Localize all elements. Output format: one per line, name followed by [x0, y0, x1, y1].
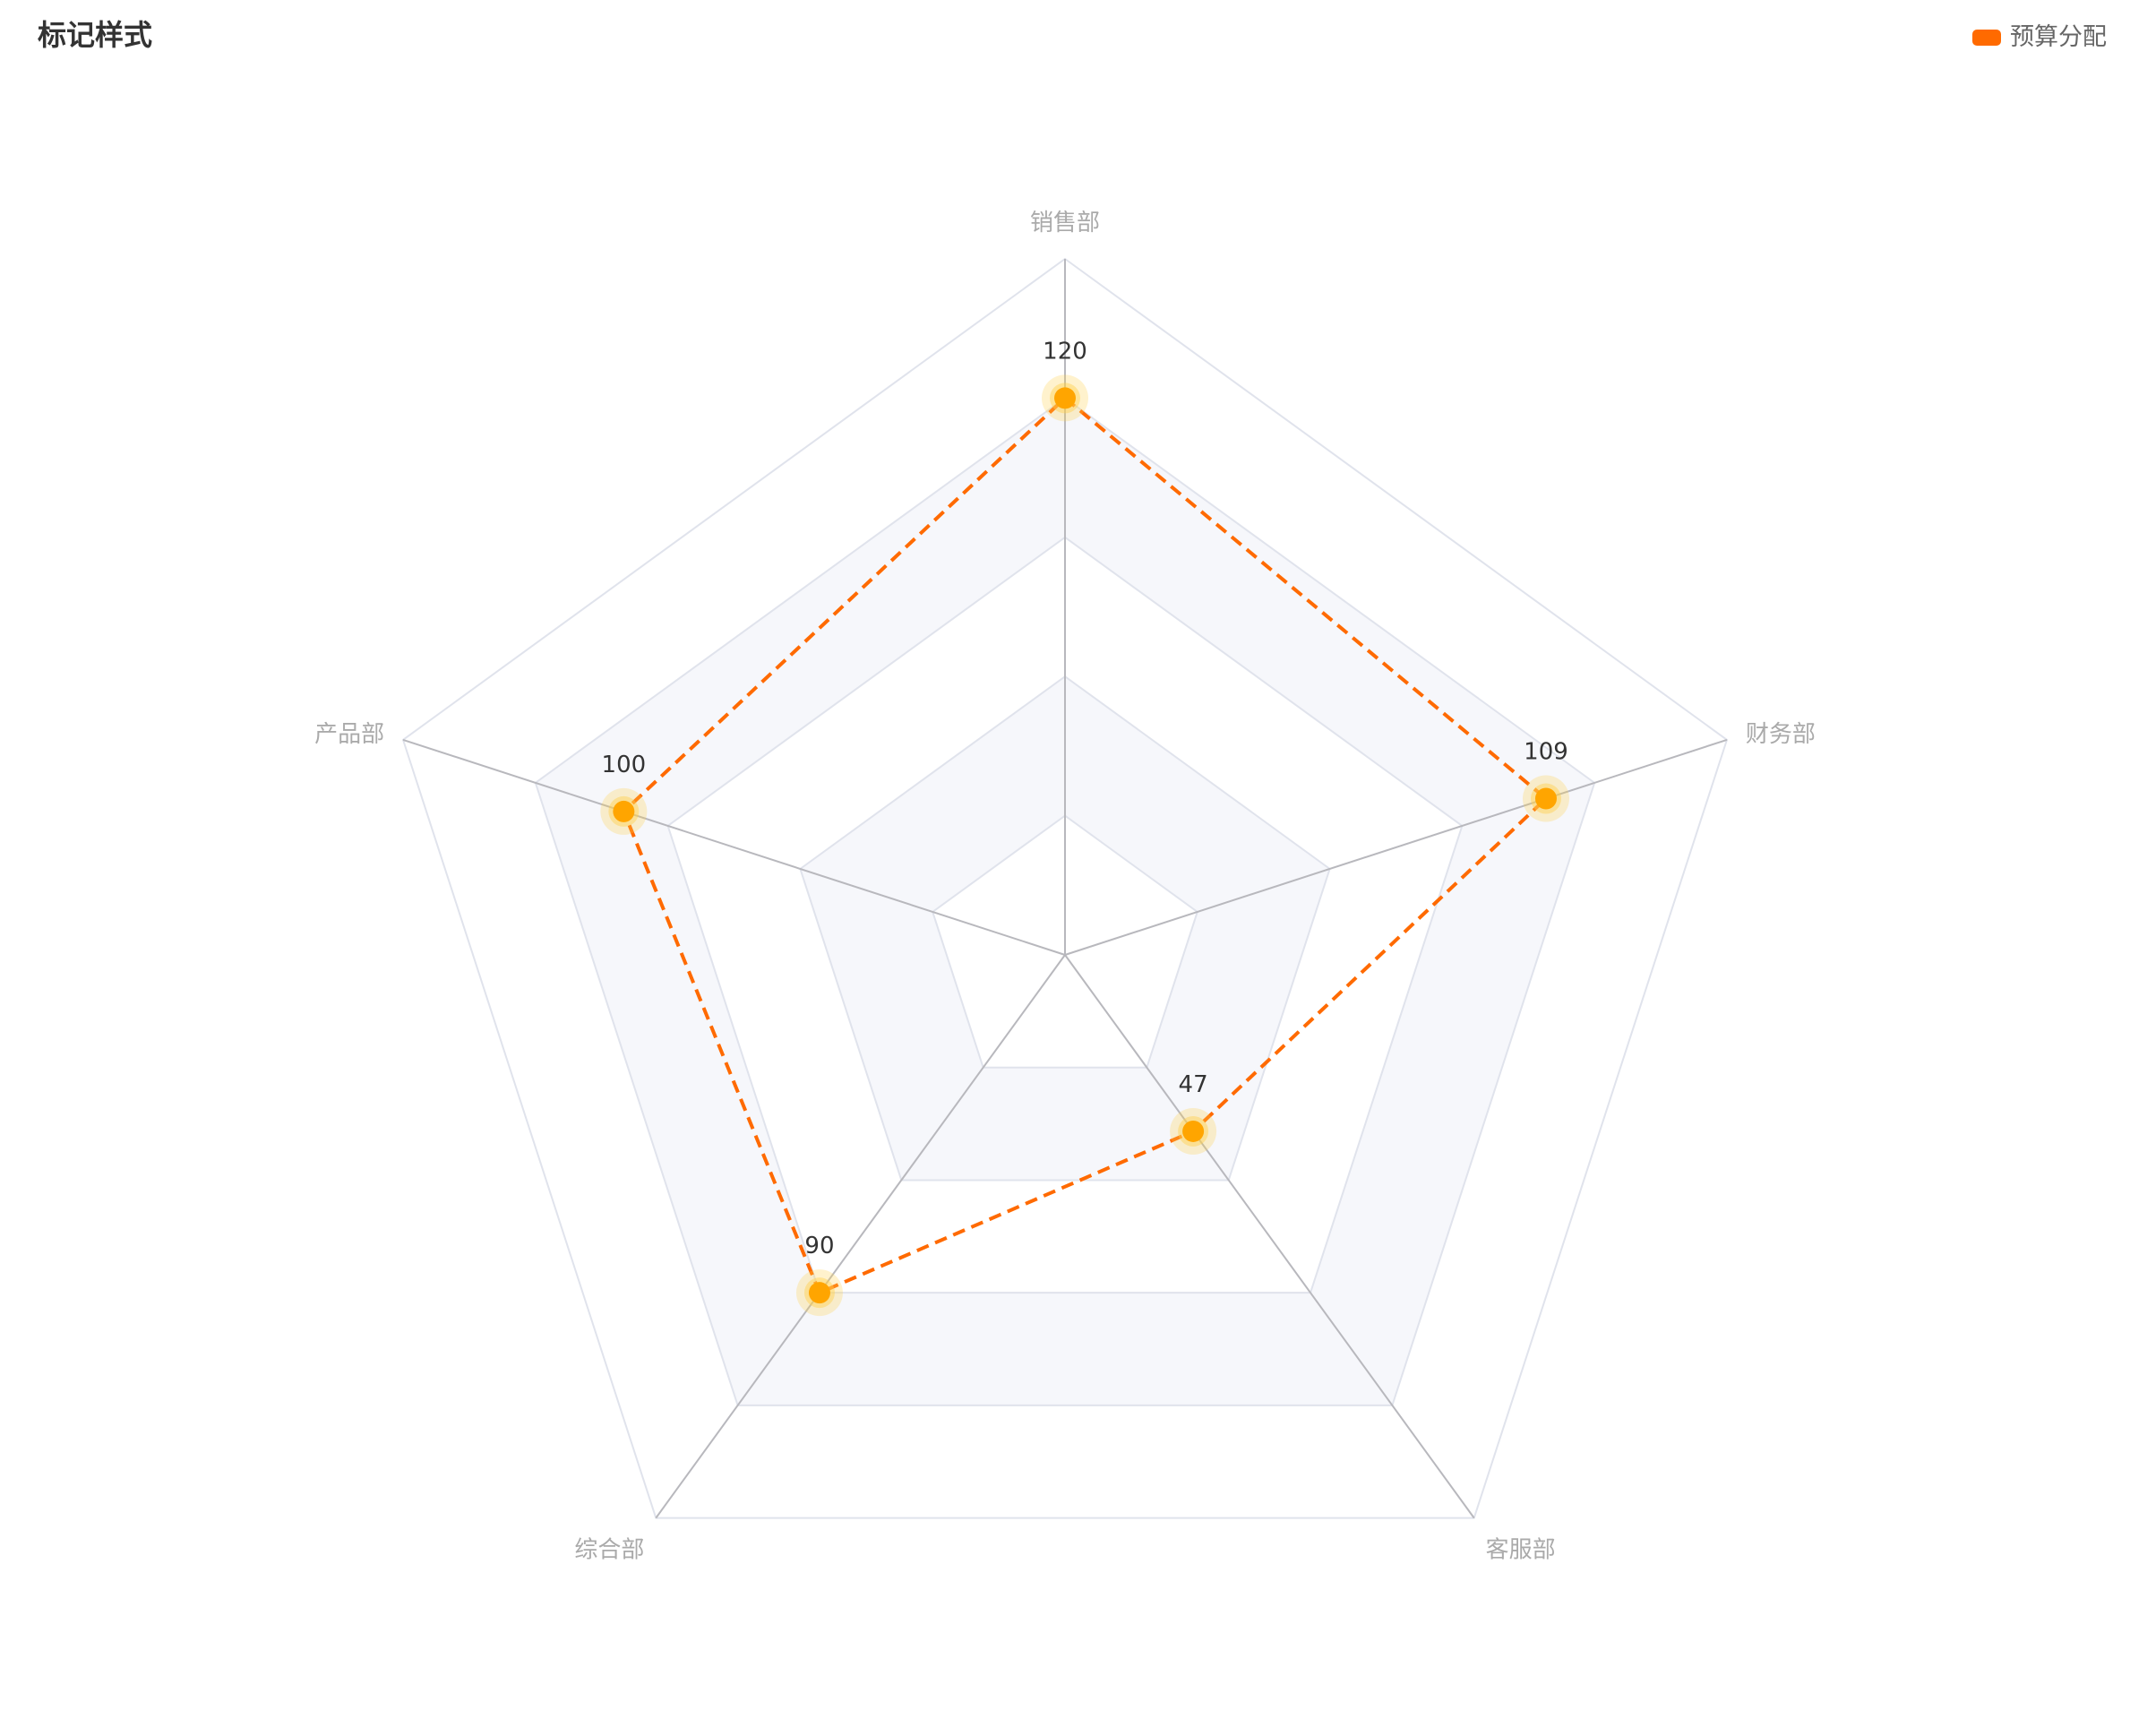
series-layer [600, 374, 1569, 1317]
data-point-3 [808, 1282, 830, 1304]
axis-line-3 [655, 954, 1066, 1519]
chart-title: 标记样式 [38, 18, 153, 52]
split-line-1 [932, 814, 1198, 1069]
axis-lines [402, 259, 1728, 1519]
axis-label-0: 销售部 [1030, 210, 1100, 236]
axis-label-3: 综合部 [574, 1536, 644, 1563]
split-line-5 [401, 257, 1729, 1519]
split-line-4 [534, 397, 1596, 1406]
value-label-4: 100 [602, 752, 647, 778]
split-line-3 [666, 536, 1464, 1294]
value-label-1: 109 [1524, 739, 1568, 766]
value-label-0: 120 [1043, 338, 1087, 365]
data-point-0 [1054, 387, 1076, 409]
data-point-4 [613, 800, 635, 822]
value-labels: 120 109 47 90 100 [602, 338, 1568, 1259]
axis-line-4 [402, 738, 1066, 956]
axis-line-1 [1064, 738, 1728, 956]
split-line-2 [799, 675, 1331, 1182]
legend-label: 预算分配 [2010, 23, 2107, 51]
axis-label-1: 财务部 [1746, 721, 1816, 748]
legend-swatch [1972, 30, 2001, 46]
split-lines [401, 257, 1729, 1519]
axis-label-2: 客服部 [1486, 1536, 1556, 1563]
legend[interactable]: 预算分配 [1972, 18, 2107, 57]
value-label-2: 47 [1179, 1071, 1208, 1098]
value-label-3: 90 [804, 1233, 834, 1259]
data-point-1 [1534, 787, 1557, 810]
axis-label-4: 产品部 [314, 721, 384, 748]
data-point-2 [1182, 1120, 1205, 1142]
axis-line-2 [1064, 954, 1475, 1519]
series-line-0 [622, 396, 1548, 1295]
